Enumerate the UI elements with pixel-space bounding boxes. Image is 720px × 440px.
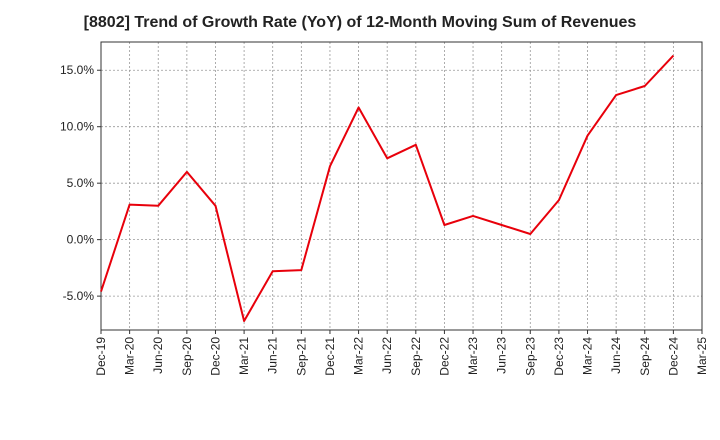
x-tick-label: Sep-23	[523, 337, 537, 376]
y-tick-label: 15.0%	[60, 63, 94, 77]
x-tick-label: Dec-23	[552, 337, 566, 376]
x-tick-label: Dec-24	[666, 337, 680, 376]
x-tick-label: Sep-24	[638, 337, 652, 376]
x-tick-label: Sep-21	[294, 337, 308, 376]
y-tick-label: 0.0%	[67, 233, 95, 247]
x-tick-label: Mar-23	[466, 337, 480, 375]
grid-lines	[101, 42, 702, 330]
x-tick-label: Jun-23	[495, 337, 509, 374]
x-tick-label: Dec-19	[94, 337, 108, 376]
x-tick-label: Mar-21	[237, 337, 251, 375]
plot-frame	[100, 41, 703, 331]
x-tick-label: Mar-22	[352, 337, 366, 375]
x-tick-label: Mar-24	[581, 337, 595, 375]
x-tick-label: Jun-24	[609, 337, 623, 374]
series-line	[100, 54, 675, 322]
series-layer	[100, 54, 675, 322]
x-tick-label: Jun-20	[151, 337, 165, 374]
y-tick-label: 5.0%	[67, 176, 95, 190]
x-tick-label: Sep-22	[409, 337, 423, 376]
x-tick-label: Dec-20	[208, 337, 222, 376]
x-axis: Dec-19 Mar-20 Jun-20 Sep-20 Dec-20 Mar-21 Jun-…	[94, 330, 709, 376]
x-tick-label: Dec-21	[323, 337, 337, 376]
x-tick-label: Jun-21	[266, 337, 280, 374]
x-tick-label: Dec-22	[437, 337, 451, 376]
chart-title: [8802] Trend of Growth Rate (YoY) of 12-…	[83, 14, 637, 31]
x-tick-label: Jun-22	[380, 337, 394, 374]
x-tick-label: Mar-25	[695, 337, 709, 375]
x-tick-label: Sep-20	[180, 337, 194, 376]
y-tick-label: -5.0%	[63, 289, 95, 303]
y-axis: -5.0% 0.0% 5.0% 10.0% 15.0%	[60, 63, 101, 303]
x-tick-label: Mar-20	[123, 337, 137, 375]
y-tick-label: 10.0%	[60, 120, 94, 134]
